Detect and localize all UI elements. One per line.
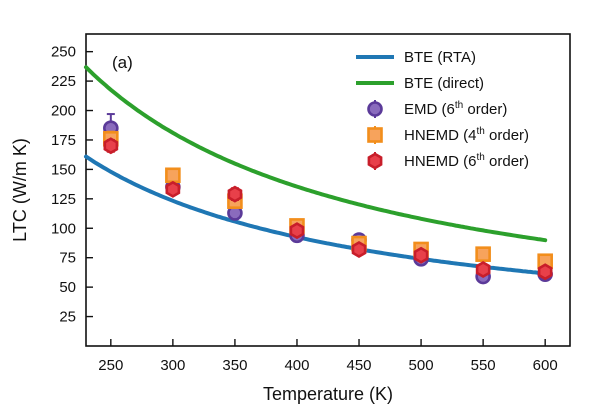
y-tick-label: 100 [51, 220, 76, 237]
legend-marker-circle [367, 101, 383, 117]
x-axis: 250 300 350 400 450 500 550 600 [98, 339, 558, 374]
x-tick-label: 600 [533, 357, 558, 374]
legend-label-superscript: th [455, 100, 463, 111]
x-tick-label: 500 [409, 357, 434, 374]
legend-label: HNEMD (4th order) [404, 126, 529, 144]
plot-frame [85, 33, 571, 347]
y-tick-label: 250 [51, 44, 76, 61]
legend-label: BTE (RTA) [404, 49, 476, 66]
legend-label-superscript: th [477, 152, 485, 163]
data-point-hexagon [413, 246, 429, 264]
y-tick-label: 200 [51, 103, 76, 120]
legend-label-main: HNEMD (6 [404, 153, 477, 170]
x-tick-label: 400 [284, 357, 309, 374]
x-tick-label: 350 [222, 357, 247, 374]
legend-label: HNEMD (6th order) [404, 152, 529, 170]
legend-label-main: HNEMD (4 [404, 127, 477, 144]
y-tick-label: 75 [59, 250, 76, 267]
legend-label-suffix: order) [463, 101, 507, 118]
data-point-hexagon [289, 222, 305, 240]
legend-label-suffix: order) [485, 127, 529, 144]
data-point-hexagon [227, 185, 243, 203]
data-point-hexagon [165, 180, 181, 198]
y-axis: 25 50 75 100 125 150 175 200 225 250 [51, 44, 93, 326]
y-axis-label: LTC (W/m K) [10, 138, 30, 242]
y-tick-label: 25 [59, 309, 76, 326]
y-tick-label: 50 [59, 279, 76, 296]
x-tick-label: 550 [471, 357, 496, 374]
legend-label-suffix: order) [485, 153, 529, 170]
data-point-hexagon [103, 137, 119, 155]
curves [84, 65, 548, 276]
data-point-square [475, 246, 491, 262]
x-axis-label: Temperature (K) [263, 384, 393, 404]
legend: BTE (RTA)BTE (direct)EMD (6th order)HNEM… [356, 49, 529, 170]
legend-marker-square [367, 127, 383, 143]
legend-label-main: EMD (6 [404, 101, 455, 118]
legend-label: BTE (direct) [404, 75, 484, 92]
x-tick-label: 250 [98, 357, 123, 374]
data-point-hexagon [351, 240, 367, 259]
curve-bte-rta [84, 154, 548, 276]
data-point-square [165, 167, 181, 184]
data-point-hexagon [475, 260, 491, 279]
panel-label: (a) [112, 53, 133, 72]
y-tick-label: 225 [51, 73, 76, 90]
curve-bte-direct [84, 65, 548, 243]
markers [103, 113, 553, 285]
legend-label-superscript: th [477, 126, 485, 137]
legend-label: EMD (6th order) [404, 100, 507, 118]
x-tick-label: 450 [347, 357, 372, 374]
series-hnemd-6th-order [103, 137, 553, 281]
x-tick-label: 300 [160, 357, 185, 374]
data-point-hexagon [537, 263, 553, 281]
y-tick-label: 150 [51, 161, 76, 178]
legend-marker-hexagon [367, 152, 383, 170]
y-tick-label: 175 [51, 132, 76, 149]
y-tick-label: 125 [51, 191, 76, 208]
